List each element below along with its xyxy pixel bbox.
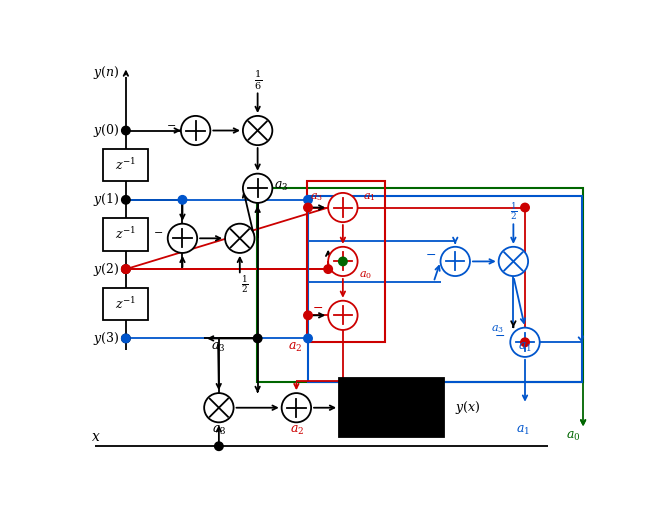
Circle shape	[214, 442, 223, 450]
Circle shape	[304, 311, 312, 320]
Circle shape	[243, 116, 272, 145]
Text: $\frac{1}{6}$: $\frac{1}{6}$	[254, 69, 262, 93]
Text: $y(1)$: $y(1)$	[93, 191, 120, 208]
Bar	[307, 180, 385, 342]
Bar	[339, 379, 444, 437]
Circle shape	[440, 247, 470, 276]
Circle shape	[304, 203, 312, 212]
Circle shape	[168, 224, 197, 253]
Circle shape	[122, 265, 130, 274]
Circle shape	[304, 196, 312, 204]
Text: $y(3)$: $y(3)$	[93, 330, 120, 347]
Circle shape	[122, 126, 130, 135]
Circle shape	[122, 265, 130, 274]
Text: $-$: $-$	[166, 119, 176, 129]
Circle shape	[122, 265, 130, 274]
Text: $z^{-1}$: $z^{-1}$	[115, 296, 137, 312]
Text: $y(x)$: $y(x)$	[456, 399, 481, 416]
Text: $-$: $-$	[494, 329, 505, 342]
Text: $x$: $x$	[91, 430, 101, 444]
Circle shape	[225, 224, 254, 253]
Text: $a_1$: $a_1$	[515, 424, 529, 437]
Text: $a_2$: $a_2$	[288, 341, 303, 354]
Circle shape	[338, 257, 347, 266]
Bar	[103, 288, 149, 320]
Circle shape	[521, 203, 529, 212]
Circle shape	[181, 116, 210, 145]
Text: $a_3$: $a_3$	[310, 191, 323, 202]
Circle shape	[521, 338, 529, 347]
Text: $y(n)$: $y(n)$	[93, 64, 120, 81]
Text: $z^{-1}$: $z^{-1}$	[115, 157, 137, 173]
Circle shape	[510, 327, 539, 357]
Text: $-$: $-$	[312, 301, 324, 314]
Bar	[257, 188, 583, 382]
Circle shape	[328, 301, 358, 330]
Bar	[308, 196, 582, 382]
Text: $\frac{1}{2}$: $\frac{1}{2}$	[240, 274, 248, 295]
Text: $z^{-1}$: $z^{-1}$	[115, 226, 137, 243]
Text: $a_3$: $a_3$	[211, 341, 225, 354]
Text: $a_1$: $a_1$	[518, 341, 532, 354]
Circle shape	[282, 393, 311, 423]
Circle shape	[499, 247, 528, 276]
Text: $a_0$: $a_0$	[566, 430, 581, 443]
Text: $a_1$: $a_1$	[363, 191, 376, 202]
Circle shape	[324, 265, 332, 274]
Text: $\frac{1}{2}$: $\frac{1}{2}$	[509, 200, 517, 222]
Text: $-$: $-$	[153, 226, 163, 236]
Circle shape	[304, 334, 312, 343]
Circle shape	[328, 193, 358, 222]
Text: $y(2)$: $y(2)$	[93, 260, 120, 278]
Circle shape	[122, 196, 130, 204]
Text: $a_3$: $a_3$	[492, 323, 504, 335]
Bar	[103, 149, 149, 181]
Bar	[103, 218, 149, 251]
Text: $a_0$: $a_0$	[359, 269, 372, 281]
Circle shape	[122, 334, 130, 343]
Circle shape	[204, 393, 234, 423]
Text: $a_3$: $a_3$	[212, 424, 226, 437]
Text: $a_2$: $a_2$	[290, 424, 304, 437]
Text: $y(0)$: $y(0)$	[93, 122, 120, 139]
Circle shape	[328, 247, 358, 276]
Text: $-$: $-$	[425, 248, 436, 261]
Circle shape	[243, 174, 272, 203]
Circle shape	[178, 196, 186, 204]
Circle shape	[122, 334, 130, 343]
Circle shape	[253, 334, 262, 343]
Text: $a_3$: $a_3$	[274, 180, 289, 194]
